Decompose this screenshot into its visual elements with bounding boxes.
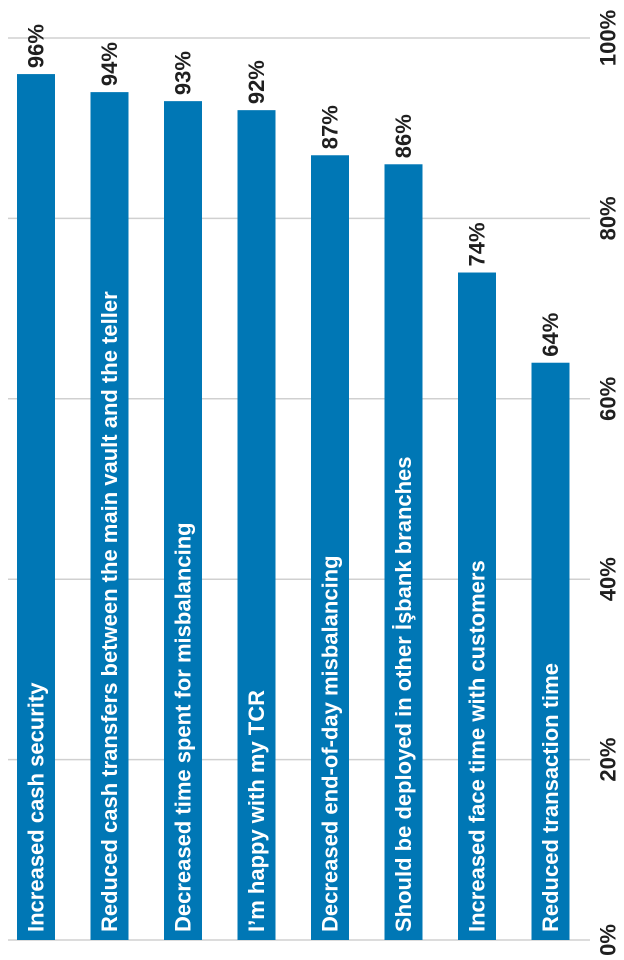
bar-label-7: Increased face time with customers: [465, 560, 490, 932]
bar-label-3: Decreased time spent for misbalancing: [171, 522, 196, 932]
bar-1: [17, 74, 55, 940]
bar-label-8: Reduced transaction time: [538, 663, 563, 932]
tick-label-0: 0%: [596, 924, 621, 956]
bar-label-5: Decreased end-of-day misbalancing: [318, 555, 343, 932]
value-label-5: 87%: [318, 105, 343, 149]
tick-label-100: 100%: [596, 10, 621, 66]
bar-label-1: Increased cash security: [24, 682, 49, 932]
bar-label-6: Should be deployed in other İşbank branc…: [391, 456, 416, 932]
bar-label-4: I’m happy with my TCR: [244, 690, 269, 932]
value-labels: 96% 94% 93% 92% 87% 86% 74% 64%: [24, 24, 564, 357]
tick-label-20: 20%: [596, 738, 621, 782]
axis-tick-labels: 0% 20% 40% 60% 80% 100%: [596, 10, 621, 956]
value-label-8: 64%: [538, 313, 563, 357]
bar-2: [90, 92, 129, 941]
bar-3: [164, 101, 202, 940]
bar-8: [531, 362, 570, 941]
bar-5: [311, 155, 349, 940]
value-label-3: 93%: [171, 51, 196, 95]
value-label-4: 92%: [244, 60, 269, 104]
tick-label-80: 80%: [596, 196, 621, 240]
bar-4: [237, 110, 276, 940]
tick-label-40: 40%: [596, 557, 621, 601]
bar-7: [458, 272, 496, 940]
bar-6: [384, 164, 423, 940]
value-label-2: 94%: [97, 42, 122, 86]
value-label-1: 96%: [24, 24, 49, 68]
value-label-7: 74%: [465, 222, 490, 266]
value-label-6: 86%: [391, 114, 416, 158]
bars: [17, 74, 570, 941]
bar-label-2: Reduced cash transfers between the main …: [97, 291, 122, 932]
bar-labels: Increased cash security Reduced cash tran…: [24, 291, 564, 932]
tick-label-60: 60%: [596, 377, 621, 421]
